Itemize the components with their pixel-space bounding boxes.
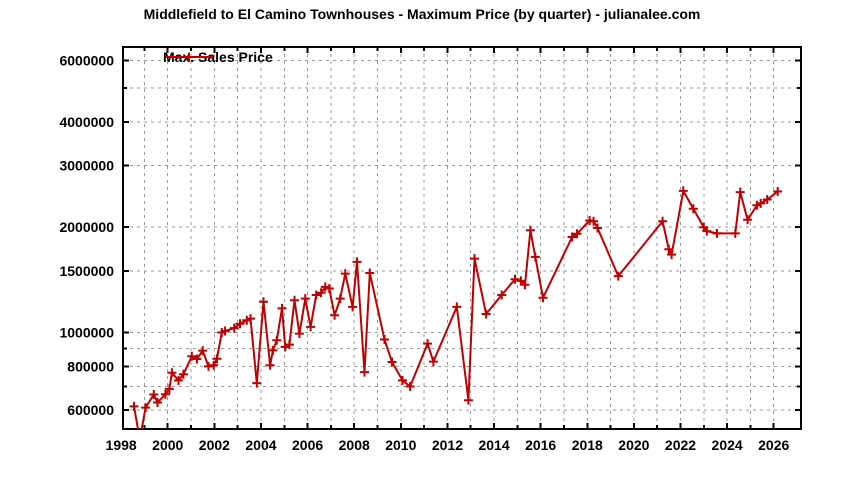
svg-text:1000000: 1000000: [59, 325, 114, 341]
svg-text:2010: 2010: [385, 437, 416, 453]
svg-text:2020: 2020: [618, 437, 649, 453]
svg-text:1998: 1998: [106, 437, 137, 453]
svg-text:2014: 2014: [478, 437, 509, 453]
svg-text:2002: 2002: [199, 437, 230, 453]
svg-text:2026: 2026: [758, 437, 789, 453]
chart-title: Middlefield to El Camino Townhouses - Ma…: [143, 6, 701, 22]
legend-sample-plus-marker: [184, 52, 194, 62]
svg-text:1500000: 1500000: [59, 263, 114, 279]
svg-text:3000000: 3000000: [59, 158, 114, 174]
svg-text:2024: 2024: [712, 437, 743, 453]
series-max-sales-price: [129, 186, 783, 429]
series-line: [133, 189, 779, 429]
gridlines: [123, 47, 801, 429]
legend-label: Max. Sales Price: [163, 49, 273, 65]
svg-text:2022: 2022: [665, 437, 696, 453]
svg-text:4000000: 4000000: [59, 114, 114, 130]
plot-border-and-ticks: [122, 46, 802, 430]
legend-line-sample: [165, 52, 213, 62]
svg-text:600000: 600000: [67, 402, 114, 418]
svg-text:2000: 2000: [152, 437, 183, 453]
y-tick-labels: 600000 800000 1000000 1500000 2000000 3000000…: [59, 52, 114, 418]
svg-text:800000: 800000: [67, 358, 114, 374]
svg-text:2016: 2016: [525, 437, 556, 453]
svg-text:2006: 2006: [292, 437, 323, 453]
svg-text:2008: 2008: [339, 437, 370, 453]
legend: Max. Sales Price: [163, 49, 273, 65]
x-tick-labels: 1998 2000 2002 2004 2006 2008 2010 2012 2014 2016…: [106, 437, 790, 453]
svg-text:2004: 2004: [245, 437, 276, 453]
svg-text:6000000: 6000000: [59, 52, 114, 68]
svg-text:2018: 2018: [572, 437, 603, 453]
series-plus-markers: [129, 186, 783, 413]
svg-text:2012: 2012: [432, 437, 463, 453]
svg-text:2000000: 2000000: [59, 219, 114, 235]
